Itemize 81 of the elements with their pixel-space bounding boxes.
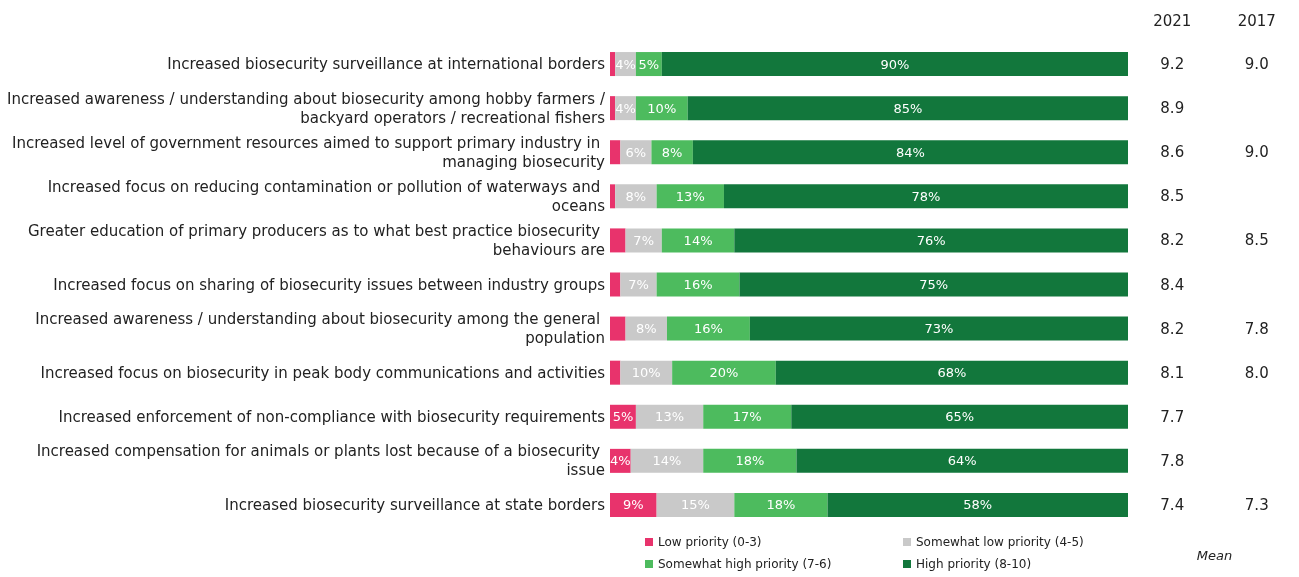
data-label: 8.5 bbox=[1244, 231, 1269, 250]
data-label: 73% bbox=[924, 321, 954, 337]
x-tick-label: 2021 bbox=[1153, 11, 1192, 30]
bar bbox=[620, 272, 657, 297]
data-label: 20% bbox=[709, 365, 739, 381]
bar bbox=[610, 360, 621, 385]
bar bbox=[630, 448, 704, 473]
legend-label: High priority (8-10) bbox=[916, 557, 1032, 571]
bar bbox=[672, 360, 776, 385]
y-tick-label: Increased focus on sharing of biosecurity issues between industry groups bbox=[53, 275, 606, 294]
y-tick-label: Increased level of government resources aimed to support primary industry in managing biosecurity bbox=[12, 133, 606, 171]
bar bbox=[666, 316, 750, 341]
bar bbox=[610, 52, 616, 77]
data-label: 90% bbox=[880, 56, 910, 72]
y-tick-label: Increased focus on biosecurity in peak body communications and activities bbox=[40, 363, 606, 382]
data-label: 9.0 bbox=[1244, 143, 1269, 162]
data-label: 8.1 bbox=[1160, 363, 1185, 382]
data-label: 7.8 bbox=[1244, 319, 1269, 338]
y-tick-label: Increased compensation for animals or plants lost because of a biosecurity issue bbox=[36, 442, 605, 480]
data-label: 58% bbox=[963, 497, 993, 513]
y-tick-label: Increased biosecurity surveillance at state borders bbox=[224, 495, 606, 514]
data-label: 18% bbox=[766, 497, 796, 513]
data-label: 4% bbox=[610, 453, 631, 469]
legend-label: Low priority (0-3) bbox=[658, 535, 762, 549]
data-label: 8.5 bbox=[1160, 187, 1185, 206]
data-label: 75% bbox=[919, 277, 949, 292]
data-label: 13% bbox=[675, 188, 705, 204]
y-tick-label: Greater education of primary producers as to what best practice biosecurity behaviours are bbox=[28, 221, 605, 259]
data-label: 78% bbox=[911, 188, 941, 204]
x-axis-title: Mean bbox=[1196, 548, 1233, 563]
data-label: 64% bbox=[947, 453, 977, 469]
data-label: 76% bbox=[916, 232, 946, 248]
bar bbox=[661, 228, 735, 253]
data-label: 5% bbox=[612, 409, 634, 425]
bar bbox=[610, 316, 626, 341]
bar bbox=[734, 492, 828, 517]
bar bbox=[635, 404, 704, 429]
data-label: 9.0 bbox=[1244, 55, 1269, 74]
data-label: 8.6 bbox=[1160, 143, 1185, 162]
data-label: 8.0 bbox=[1244, 363, 1269, 382]
data-label: 7.8 bbox=[1160, 451, 1185, 470]
data-label: 8.4 bbox=[1160, 275, 1185, 294]
data-label: 7.7 bbox=[1160, 407, 1185, 426]
data-label: 7.4 bbox=[1160, 495, 1185, 514]
bar bbox=[610, 492, 657, 517]
bar bbox=[610, 140, 621, 165]
data-label: 84% bbox=[895, 144, 925, 160]
bar bbox=[703, 404, 792, 429]
bar bbox=[610, 96, 616, 121]
data-label: 16% bbox=[693, 321, 723, 337]
bar bbox=[656, 272, 740, 297]
bar bbox=[610, 228, 626, 253]
data-label: 5% bbox=[638, 56, 660, 72]
data-label: 68% bbox=[937, 365, 967, 381]
data-label: 8.2 bbox=[1160, 319, 1185, 338]
data-label: 17% bbox=[732, 409, 762, 425]
data-label: 16% bbox=[683, 277, 713, 292]
data-label: 85% bbox=[893, 100, 923, 116]
data-label: 8.9 bbox=[1160, 99, 1185, 118]
legend-label: Somewhat low priority (4-5) bbox=[916, 535, 1084, 549]
data-label: 8.2 bbox=[1160, 231, 1185, 250]
bar bbox=[703, 448, 797, 473]
data-label: 10% bbox=[647, 100, 677, 116]
data-label: 9.2 bbox=[1160, 55, 1185, 74]
data-label: 9% bbox=[623, 497, 644, 513]
data-label: 14% bbox=[683, 232, 713, 248]
bar bbox=[656, 492, 735, 517]
bar bbox=[656, 184, 724, 209]
data-label: 8% bbox=[661, 144, 683, 160]
y-tick-label: Increased awareness / understanding about biosecurity among hobby farmers / backyard operators / recreational fishers bbox=[7, 89, 606, 127]
y-tick-label: Increased focus on reducing contamination or pollution of waterways and oceans bbox=[47, 177, 606, 215]
y-tick-label: Increased awareness / understanding about biosecurity among the general population bbox=[35, 310, 605, 348]
legend-label: Somewhat high priority (7-6) bbox=[658, 557, 832, 571]
x-tick-label: 2017 bbox=[1237, 11, 1276, 30]
data-label: 18% bbox=[735, 453, 765, 469]
bar bbox=[610, 272, 621, 297]
data-label: 7.3 bbox=[1244, 495, 1269, 514]
y-tick-label: Increased enforcement of non-compliance with biosecurity requirements bbox=[58, 407, 606, 426]
bar bbox=[610, 184, 616, 209]
y-tick-label: Increased biosecurity surveillance at international borders bbox=[167, 55, 606, 74]
data-label: 65% bbox=[945, 409, 975, 425]
